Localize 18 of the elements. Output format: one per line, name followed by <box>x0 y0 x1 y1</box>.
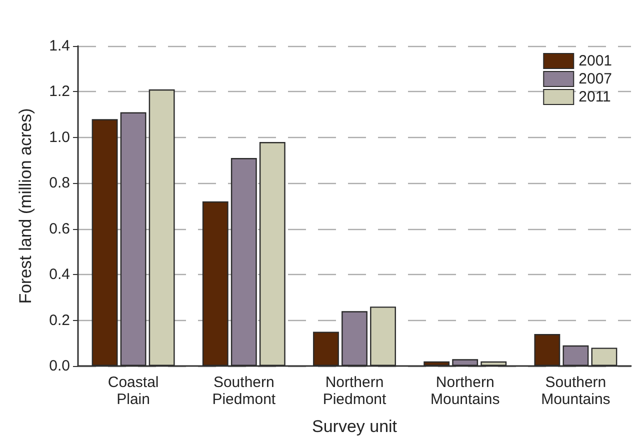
y-tick-label: 1.0 <box>49 128 70 146</box>
x-tick-label: Southern Mountains <box>541 374 610 408</box>
y-tick-label: 1.2 <box>49 83 70 100</box>
x-tick-label: Southern Piedmont <box>212 374 276 408</box>
y-tick-label: 0.2 <box>49 312 70 329</box>
y-tick-label: 0.4 <box>49 266 70 284</box>
x-axis-title: Survey unit <box>312 417 398 436</box>
y-tick-label: 0.8 <box>49 174 70 192</box>
legend-label: 2011 <box>578 88 611 106</box>
y-tick-label: 0.0 <box>49 358 70 374</box>
legend-label: 2007 <box>578 70 612 88</box>
y-tick-label: 1.4 <box>49 38 70 54</box>
x-tick-label: Northern Mountains <box>430 374 500 408</box>
x-tick-label: Northern Piedmont <box>322 374 388 408</box>
y-axis-title: Forest land (million acres) <box>16 108 35 304</box>
x-tick-label: Coastal Plain <box>108 374 159 408</box>
y-tick-label: 0.6 <box>49 220 70 238</box>
legend-label: 2001 <box>578 52 612 70</box>
